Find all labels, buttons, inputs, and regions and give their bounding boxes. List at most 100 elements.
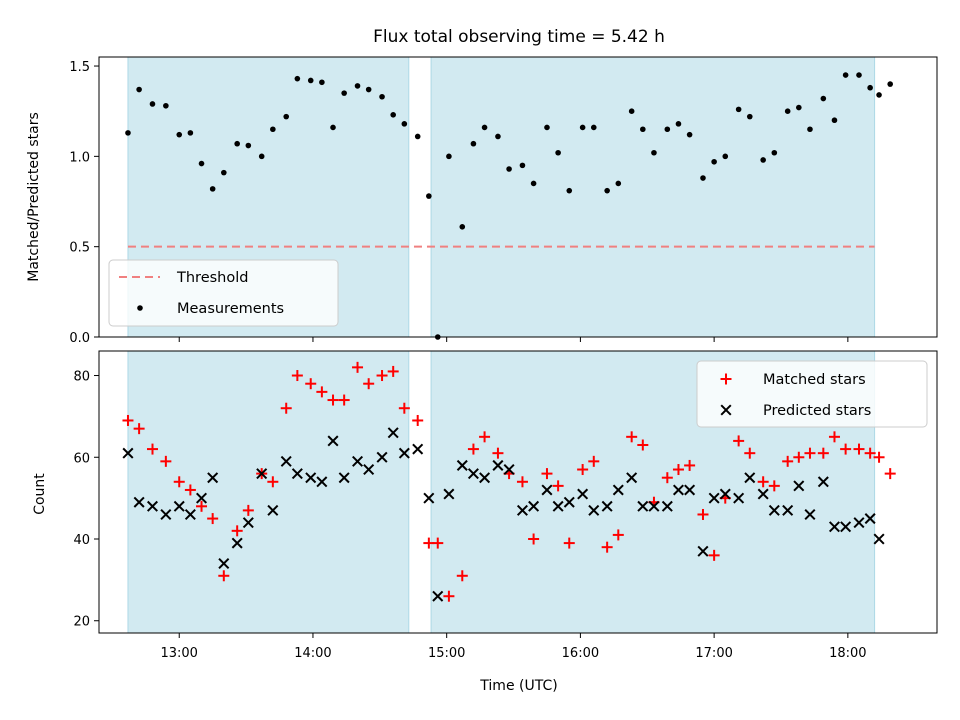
matched-point <box>873 451 885 463</box>
x-tick-label: 13:00 <box>160 646 197 661</box>
x-tick-label: 15:00 <box>428 646 465 661</box>
predicted-point <box>363 464 375 476</box>
measurement-point <box>842 72 849 78</box>
matched-point <box>218 570 230 582</box>
measurement-point <box>446 153 452 160</box>
matched-point <box>672 464 684 476</box>
measurement-point <box>294 75 301 82</box>
matched-point <box>327 394 339 406</box>
predicted-point <box>528 500 540 512</box>
legend-top: Threshold Measurements <box>108 259 339 327</box>
measurement-point <box>495 133 501 140</box>
matched-point <box>744 447 756 459</box>
matched-point <box>697 508 709 520</box>
predicted-point <box>231 537 243 549</box>
predicted-point <box>376 451 388 463</box>
measurement-point <box>651 149 657 156</box>
measurement-point <box>163 102 169 109</box>
legend-matched-label: Matched stars <box>763 372 866 388</box>
measurement-point <box>365 86 372 93</box>
predicted-point <box>516 504 528 516</box>
predicted-point <box>817 476 829 488</box>
y-tick-label: 1.0 <box>69 150 90 165</box>
predicted-point <box>398 447 410 459</box>
predicted-point <box>757 488 769 500</box>
matched-point <box>467 443 479 455</box>
measurement-point <box>307 77 314 84</box>
matched-point <box>817 447 829 459</box>
matched-point <box>412 414 424 426</box>
predicted-point <box>768 504 780 516</box>
predicted-point <box>719 488 731 500</box>
measurement-point <box>187 130 194 136</box>
matched-point <box>541 468 553 480</box>
measurement-point <box>555 149 561 156</box>
chart-title: Flux total observing time = 5.42 h <box>373 27 665 47</box>
x-axis-label: Time (UTC) <box>479 678 557 694</box>
predicted-point <box>661 500 673 512</box>
measurement-point <box>221 169 227 176</box>
predicted-point <box>577 488 589 500</box>
measurement-point <box>807 126 813 133</box>
measurement-point <box>579 124 586 131</box>
measurement-point <box>615 180 622 187</box>
matched-point <box>479 431 491 443</box>
matched-point <box>637 439 649 451</box>
predicted-point <box>782 504 794 516</box>
predicted-point <box>492 459 504 471</box>
legend-bottom: Matched stars Predicted stars <box>696 360 928 428</box>
panel-top: 0.0 0.5 1.0 1.5 Threshold Measurements <box>69 56 938 346</box>
measurement-point <box>640 126 646 133</box>
matched-point <box>160 455 172 467</box>
predicted-point <box>804 508 816 520</box>
matched-point <box>133 423 145 435</box>
measurement-point <box>319 79 325 86</box>
predicted-point <box>338 472 350 484</box>
matched-point <box>612 529 624 541</box>
predicted-point <box>672 484 684 496</box>
predicted-point <box>626 472 638 484</box>
measurement-point <box>867 84 873 91</box>
measurement-point <box>245 142 252 149</box>
predicted-point <box>173 500 185 512</box>
predicted-point <box>467 468 479 480</box>
predicted-point <box>218 558 230 570</box>
predicted-point <box>280 455 292 467</box>
predicted-point <box>733 492 745 504</box>
axes-frame <box>98 56 938 338</box>
matched-point <box>661 472 673 484</box>
measurement-point <box>506 166 512 172</box>
measurement-point <box>628 108 635 114</box>
measurement-point <box>176 131 183 138</box>
predicted-point <box>423 492 435 504</box>
measurement-point <box>746 113 753 120</box>
predicted-point <box>456 459 468 471</box>
predicted-point <box>684 484 696 496</box>
measurement-point <box>590 124 597 131</box>
observing-interval-0 <box>127 350 410 634</box>
x-tick-label: 18:00 <box>829 646 866 661</box>
y-tick-label: 0.0 <box>69 331 90 346</box>
matched-point <box>352 361 364 373</box>
measurement-point <box>760 157 766 163</box>
predicted-point <box>697 545 709 557</box>
matched-point <box>173 476 185 488</box>
legend-predicted-label: Predicted stars <box>763 403 871 419</box>
measurement-point <box>459 224 466 230</box>
y-axis-label-bottom: Count <box>32 473 48 515</box>
matched-point <box>577 464 589 476</box>
matched-point <box>782 455 794 467</box>
matched-point <box>184 484 196 496</box>
predicted-point <box>256 468 268 480</box>
measurement-point <box>722 153 729 160</box>
predicted-point <box>352 455 364 467</box>
y-tick-label: 20 <box>73 615 90 630</box>
measurement-point <box>530 180 537 187</box>
matched-point <box>793 451 805 463</box>
matched-point <box>828 431 840 443</box>
measurement-point <box>771 149 778 156</box>
predicted-point <box>479 472 491 484</box>
measurement-point <box>700 175 706 181</box>
matched-point <box>626 431 638 443</box>
